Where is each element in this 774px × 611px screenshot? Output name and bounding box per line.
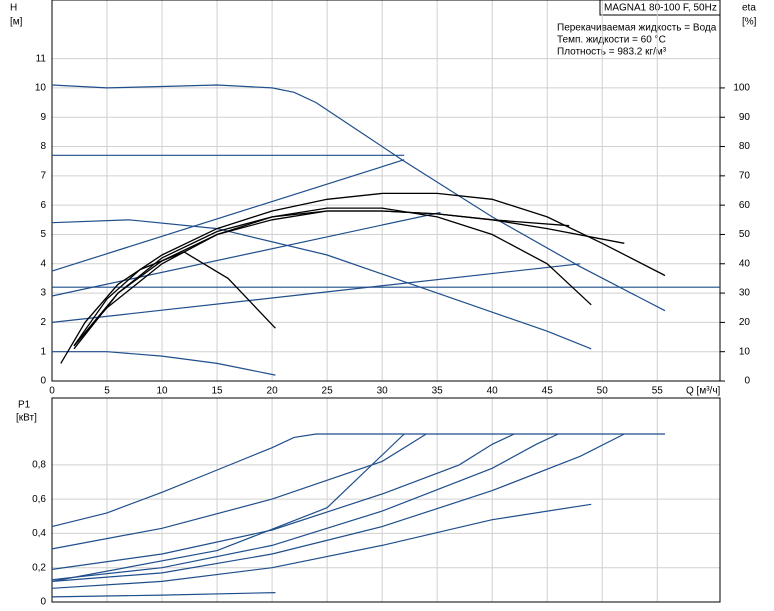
x-tick-label: 55 <box>652 386 664 397</box>
y-tick-label: 1 <box>40 346 46 357</box>
y2-label: eta <box>742 3 756 14</box>
y-tick-label: 8 <box>40 141 46 152</box>
y-tick-label: 6 <box>40 200 46 211</box>
y2-tick-label: 70 <box>739 170 751 181</box>
y2-tick-label: 60 <box>739 200 751 211</box>
x-tick-label: 10 <box>156 386 168 397</box>
curve <box>51 433 427 550</box>
plot-frame <box>51 397 721 603</box>
y-tick-label: 0,8 <box>32 459 46 470</box>
curve <box>73 251 276 347</box>
annotation: Перекачиваемая жидкость = Вода <box>557 23 717 34</box>
curve <box>51 159 405 272</box>
curve <box>51 592 276 598</box>
y2-tick-label: 40 <box>739 258 751 269</box>
curve <box>73 210 625 347</box>
x-tick-label: 40 <box>487 386 499 397</box>
curve <box>51 219 592 350</box>
y-tick-label: 4 <box>40 258 46 269</box>
y-tick-label: 9 <box>40 112 46 123</box>
curve <box>73 207 592 347</box>
y-tick-label: 0,4 <box>32 528 46 539</box>
y-tick-label: 0 <box>40 597 46 608</box>
y2-unit: [%] <box>742 17 757 28</box>
curve <box>60 192 666 364</box>
x-tick-label: 15 <box>212 386 224 397</box>
curve <box>51 433 559 581</box>
curve <box>73 210 570 350</box>
chart-title: MAGNA1 80-100 F, 50Hz <box>604 3 717 14</box>
curve <box>51 433 515 570</box>
y-tick-label: 10 <box>35 83 47 94</box>
y-tick-label: 5 <box>40 229 46 240</box>
y-unit: [кВт] <box>16 413 37 424</box>
curve <box>52 351 276 376</box>
y2-tick-label: 80 <box>739 141 751 152</box>
x-tick-label: 5 <box>104 386 110 397</box>
y2-tick-label: 10 <box>739 346 751 357</box>
y-unit: [м] <box>10 17 23 28</box>
x-tick-label: 20 <box>267 386 279 397</box>
x-tick-label: 30 <box>377 386 389 397</box>
x-label: Q [м³/ч] <box>686 386 721 397</box>
curve <box>51 84 666 312</box>
x-tick-label: 35 <box>432 386 444 397</box>
y2-tick-label: 100 <box>733 83 750 94</box>
y-tick-label: 7 <box>40 170 46 181</box>
y2-tick-label: 50 <box>739 229 751 240</box>
plot-frame <box>51 0 721 382</box>
y-tick-label: 3 <box>40 288 46 299</box>
y-tick-label: 11 <box>36 53 47 64</box>
y-label: H <box>10 3 17 14</box>
curve <box>51 211 441 297</box>
x-tick-label: 50 <box>597 386 609 397</box>
y-tick-label: 2 <box>40 317 46 328</box>
curve <box>51 263 581 323</box>
annotation: Плотность = 983.2 кг/м³ <box>557 47 667 58</box>
y-tick-label: 0 <box>40 376 46 387</box>
curve <box>51 433 665 528</box>
x-tick-label: 0 <box>49 386 55 397</box>
x-tick-label: 25 <box>322 386 334 397</box>
curve <box>51 433 625 582</box>
y-tick-label: 0,6 <box>32 494 46 505</box>
curve <box>51 433 405 582</box>
y-tick-label: 0,2 <box>32 562 46 573</box>
annotation: Темп. жидкости = 60 °C <box>557 35 666 46</box>
y2-tick-label: 90 <box>739 112 751 123</box>
y2-tick-label: 0 <box>744 376 750 387</box>
curve <box>51 503 592 589</box>
x-tick-label: 45 <box>542 386 554 397</box>
y2-tick-label: 30 <box>739 288 751 299</box>
y2-tick-label: 20 <box>739 317 751 328</box>
y-label: P1 <box>18 400 31 411</box>
